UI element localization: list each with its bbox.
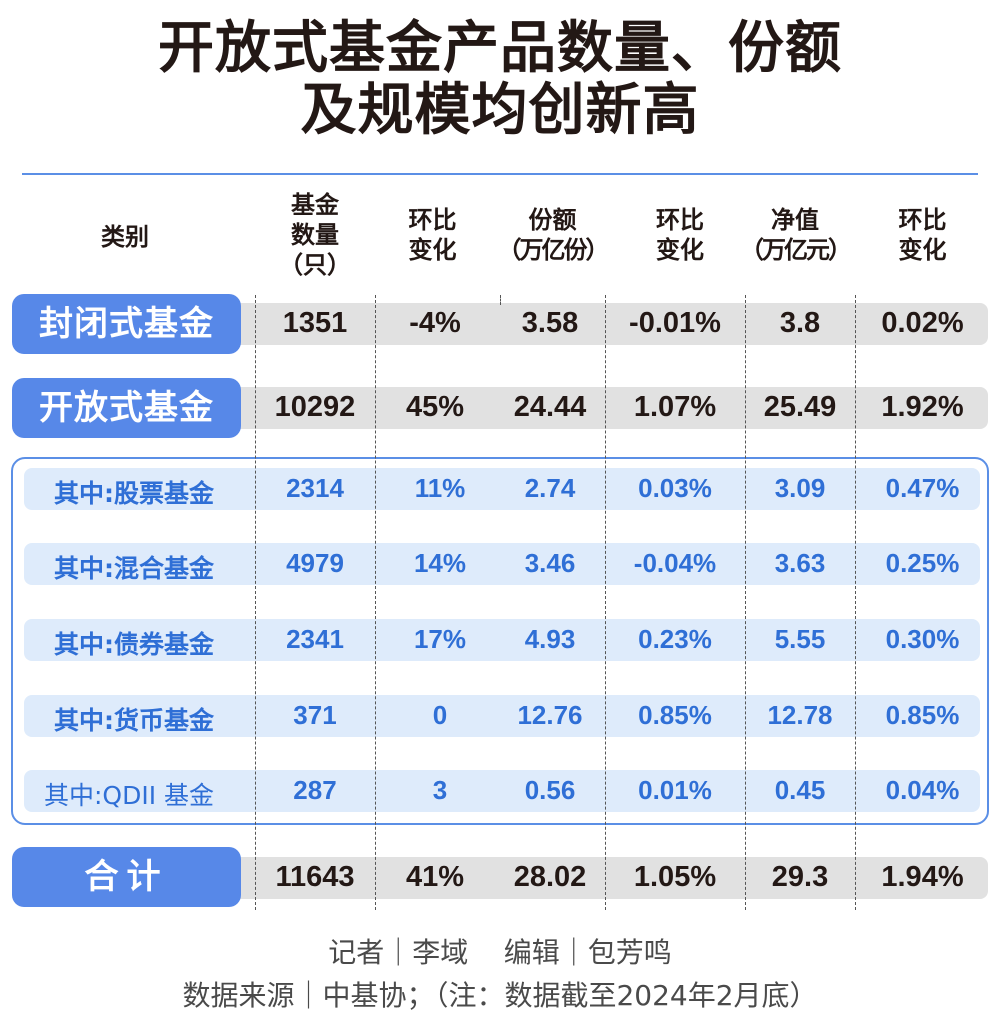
row-stock-background [24,468,980,510]
column-divider [500,295,501,305]
cell-count-change: 45% [405,391,465,423]
row-qdii-background [24,770,980,812]
cell-nav: 3.63 [774,548,826,578]
cell-share: 24.44 [513,391,587,423]
header-share-line1: 份额 [528,206,577,234]
title-divider [22,173,978,175]
cell-share-change: 0.03% [638,473,712,503]
cell-count: 10292 [274,391,356,423]
cell-count: 11643 [275,861,355,893]
cell-count: 2314 [286,473,344,503]
cell-nav-change: 0.25% [885,548,960,578]
sub-category-label: 其中:QDII 基金 [43,781,215,810]
row-open-background [240,387,988,429]
category-pill-closed: 封闭式基金 [12,294,241,354]
cell-share-change: 0.23% [638,624,712,654]
sub-category-label: 其中:货币基金 [54,706,214,735]
cell-nav-change: 1.94% [881,861,964,893]
cell-nav-change: 0.30% [885,624,960,654]
cell-count-change: 17% [413,624,467,654]
cell-count: 371 [293,700,337,730]
sub-category-label: 其中:债券基金 [54,630,214,659]
header-count-line1: 基金 [291,191,339,219]
cell-nav: 0.45 [774,775,826,805]
header-share-line2: （万亿份） [497,236,610,264]
header-count-change-line2: 变化 [408,236,457,264]
cell-count-change: 0 [432,700,448,730]
header-count-line2: 数量 [291,221,339,249]
cell-count: 1351 [282,307,348,339]
header-share-change-line2: 变化 [656,236,704,264]
cell-nav: 3.8 [779,307,821,339]
cell-count-change: -4% [409,307,461,339]
cell-count: 287 [293,775,337,805]
sub-category-label: 其中:混合基金 [54,554,214,583]
cell-share: 0.56 [524,775,576,805]
cell-share: 12.76 [517,700,583,730]
row-total-background [240,857,988,899]
cell-nav-change: 1.92% [881,391,964,423]
cell-count: 4979 [286,548,344,578]
cell-share: 3.58 [521,307,579,339]
row-closed-background [240,303,988,345]
footer-credits: 记者｜李域 编辑｜包芳鸣 [328,936,672,969]
column-divider [375,295,376,910]
title-line-1: 开放式基金产品数量、份额 [158,16,842,81]
row-money-background [24,695,980,737]
cell-share-change: 1.07% [633,391,717,423]
cell-count: 2341 [286,624,344,654]
header-share: 份额 （万亿份） [490,205,615,265]
row-mixed-background [24,543,980,585]
header-nav-line1: 净值 [771,206,819,234]
row-bond-background [24,619,980,661]
cell-share-change: -0.04% [633,548,717,578]
cell-count-change: 3 [432,775,448,805]
cell-nav: 5.55 [774,624,826,654]
open-fund-breakdown-box [11,457,989,825]
column-divider [855,295,856,910]
cell-count-change: 11% [414,473,466,503]
header-count-change: 环比 变化 [375,205,490,265]
cell-nav-change: 0.04% [885,775,960,805]
cell-share-change: 0.85% [638,700,712,730]
header-category: 类别 [101,223,149,251]
column-divider [745,295,746,910]
footer-source-note: 数据来源｜中基协；（注：数据截至2024年2月底） [182,979,818,1012]
header-nav-line2: （万亿元） [740,236,852,264]
cell-nav-change: 0.85% [885,700,960,730]
cell-nav: 25.49 [763,391,837,423]
page-title: 开放式基金产品数量、份额 及规模均创新高 [0,18,1000,142]
category-pill-open: 开放式基金 [12,378,241,438]
cell-share-change: -0.01% [629,307,721,339]
header-share-change-line1: 环比 [656,206,704,234]
header-nav-change: 环比 变化 [860,205,985,265]
cell-share: 2.74 [524,473,576,503]
header-share-change: 环比 变化 [615,205,745,265]
category-pill-total: 合计 [12,847,241,907]
cell-nav: 29.3 [771,861,829,893]
title-line-2: 及规模均创新高 [300,78,700,143]
cell-nav: 12.78 [767,700,833,730]
cell-share: 28.02 [513,861,587,893]
cell-share: 3.46 [524,548,576,578]
header-count-line3: （只） [279,251,351,279]
cell-share-change: 1.05% [633,861,717,893]
sub-category-label: 其中:股票基金 [54,479,214,508]
cell-count-change: 41% [405,861,465,893]
column-divider [255,295,256,910]
header-nav: 净值 （万亿元） [730,205,860,265]
cell-count-change: 14% [413,548,467,578]
header-count: 基金 数量 （只） [255,190,375,280]
cell-share-change: 0.01% [638,775,712,805]
header-nav-change-line1: 环比 [898,206,947,234]
cell-nav-change: 0.02% [881,307,964,339]
cell-nav: 3.09 [774,473,826,503]
header-nav-change-line2: 变化 [898,236,947,264]
header-count-change-line1: 环比 [408,206,457,234]
cell-share: 4.93 [524,624,576,654]
column-divider [605,295,606,910]
cell-nav-change: 0.47% [885,473,960,503]
